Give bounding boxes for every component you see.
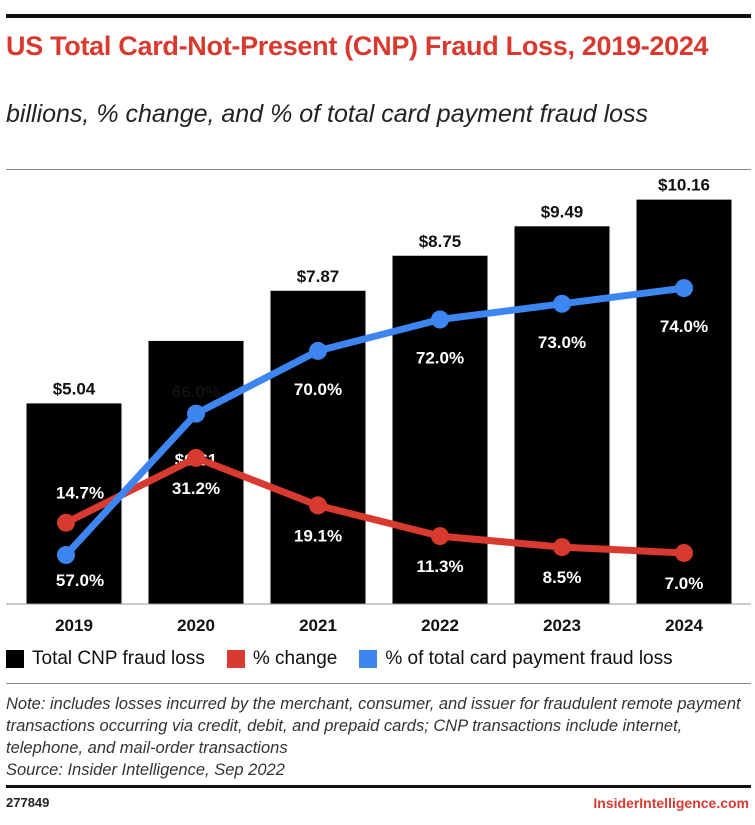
share-label: 73.0% bbox=[538, 333, 586, 352]
change-point bbox=[57, 513, 75, 532]
source-text: Source: Insider Intelligence, Sep 2022 bbox=[6, 761, 285, 779]
legend-label: Total CNP fraud loss bbox=[32, 648, 205, 669]
chart-title: US Total Card-Not-Present (CNP) Fraud Lo… bbox=[6, 31, 709, 61]
bar-label: $9.49 bbox=[541, 202, 584, 221]
change-label: 31.2% bbox=[172, 479, 220, 498]
legend-swatch bbox=[6, 650, 24, 668]
legend-item-share: % of total card payment fraud loss bbox=[359, 648, 673, 670]
share-point bbox=[309, 341, 327, 360]
x-tick-label: 2020 bbox=[177, 616, 215, 635]
x-tick-label: 2019 bbox=[55, 616, 93, 635]
change-point bbox=[309, 496, 327, 515]
legend-swatch bbox=[359, 650, 378, 668]
legend-divider bbox=[6, 683, 751, 684]
legend-item-change: % change bbox=[226, 648, 338, 670]
share-point bbox=[675, 279, 693, 298]
share-line bbox=[63, 284, 685, 558]
share-point bbox=[553, 294, 571, 313]
share-label: 70.0% bbox=[294, 380, 342, 399]
x-tick-label: 2024 bbox=[665, 616, 703, 635]
x-tick-label: 2021 bbox=[299, 616, 337, 635]
plot-area: $5.042019$6.612020$7.872021$8.752022$9.4… bbox=[6, 176, 751, 635]
brand-link[interactable]: InsiderIntelligence.com bbox=[593, 795, 749, 811]
change-label: 19.1% bbox=[294, 526, 342, 545]
share-point bbox=[187, 404, 205, 423]
bar-label: $8.75 bbox=[419, 232, 462, 251]
change-line bbox=[64, 454, 685, 557]
share-point bbox=[431, 310, 449, 329]
change-point bbox=[553, 538, 571, 557]
legend-item-bar: Total CNP fraud loss bbox=[6, 648, 205, 670]
bar-label: $5.04 bbox=[53, 379, 96, 398]
title-divider bbox=[6, 169, 751, 170]
note-text: Note: includes losses incurred by the me… bbox=[6, 695, 741, 757]
footnote: Note: includes losses incurred by the me… bbox=[6, 693, 751, 781]
legend-label: % of total card payment fraud loss bbox=[385, 648, 673, 669]
change-label: 8.5% bbox=[543, 568, 582, 587]
bar-2021 bbox=[270, 290, 366, 604]
bar-2024 bbox=[636, 199, 732, 604]
bar-2022 bbox=[392, 255, 488, 604]
change-point bbox=[675, 543, 693, 562]
share-label: 72.0% bbox=[416, 349, 464, 368]
change-label: 14.7% bbox=[56, 484, 104, 503]
change-point bbox=[187, 448, 205, 467]
bar-label: $7.87 bbox=[297, 267, 340, 286]
chart-subtitle: billions, % change, and % of total card … bbox=[6, 100, 649, 128]
chart-id: 277849 bbox=[6, 795, 50, 810]
legend-label: % change bbox=[252, 648, 338, 669]
share-label: 57.0% bbox=[56, 571, 104, 590]
x-tick-label: 2022 bbox=[421, 616, 459, 635]
change-label: 11.3% bbox=[416, 557, 463, 576]
change-point bbox=[431, 527, 449, 546]
legend: Total CNP fraud loss % change % of total… bbox=[6, 648, 673, 670]
bottom-rule bbox=[6, 785, 751, 788]
share-point bbox=[57, 546, 75, 564]
change-label: 7.0% bbox=[665, 574, 704, 593]
legend-swatch bbox=[226, 650, 245, 668]
share-label: 66.0% bbox=[172, 383, 220, 402]
share-label: 74.0% bbox=[660, 317, 708, 336]
bar-label: $10.16 bbox=[658, 176, 710, 195]
x-tick-label: 2023 bbox=[543, 616, 581, 635]
top-rule bbox=[6, 14, 751, 18]
